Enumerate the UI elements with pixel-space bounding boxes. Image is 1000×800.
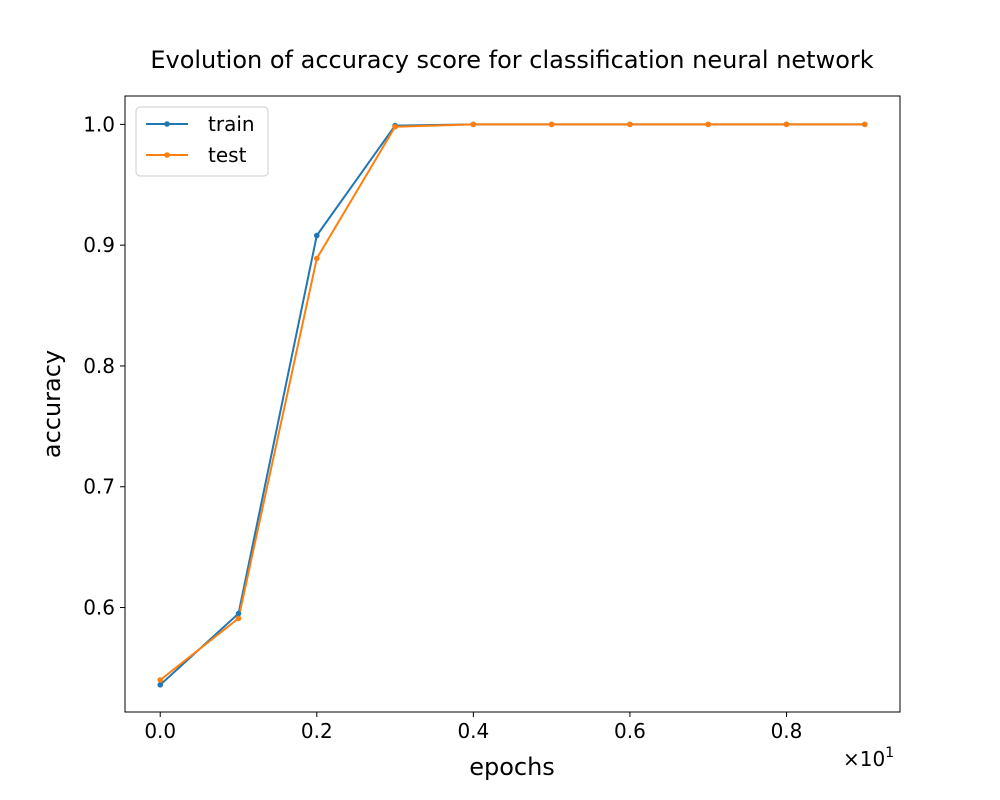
legend-test-marker (164, 152, 170, 158)
series-lines (159, 123, 865, 686)
x-tick-label: 0.6 (614, 719, 646, 743)
y-tick-label: 0.8 (83, 354, 115, 378)
legend: train test (135, 106, 269, 177)
x-tick-label: 0.8 (771, 719, 803, 743)
data-point-test (392, 124, 398, 130)
x-tick-label: 0.2 (301, 719, 333, 743)
axes-frame (124, 95, 901, 713)
data-point-test (627, 121, 633, 128)
series-markers (157, 121, 868, 688)
y-tick-label: 0.7 (83, 475, 115, 499)
data-point-train (313, 232, 320, 239)
legend-train-label: train (208, 112, 255, 136)
plot-area (124, 95, 901, 713)
data-point-train (157, 682, 164, 688)
data-point-test (705, 121, 712, 128)
data-point-test (235, 615, 242, 622)
y-tick-label: 0.9 (83, 233, 115, 257)
data-point-train (235, 610, 242, 617)
legend-test-label: test (208, 143, 247, 167)
chart-title: Evolution of accuracy score for classifi… (150, 46, 873, 74)
x-axis-ticks: 0.0 0.2 0.4 0.6 0.8 (144, 712, 802, 743)
data-point-test (861, 121, 868, 128)
x-axis-offset-label: ×101 (843, 745, 894, 771)
legend-train-marker (164, 121, 170, 127)
y-tick-label: 0.6 (83, 596, 115, 620)
x-axis-offset-power: 1 (885, 745, 894, 761)
data-point-test (783, 121, 790, 128)
y-tick-label: 1.0 (83, 112, 115, 136)
x-axis-offset-base: ×10 (843, 747, 885, 771)
data-point-test (313, 255, 320, 262)
y-axis-ticks: 0.6 0.7 0.8 0.9 1.0 (83, 112, 125, 620)
x-tick-label: 0.4 (457, 719, 489, 743)
y-axis-label: accuracy (38, 350, 66, 458)
data-point-test (548, 121, 555, 128)
data-point-test (470, 121, 477, 128)
series-line-test (159, 123, 865, 681)
axes-background (125, 96, 900, 712)
x-axis-label: epochs (469, 753, 555, 781)
x-tick-label: 0.0 (144, 719, 176, 743)
data-point-test (157, 677, 164, 683)
